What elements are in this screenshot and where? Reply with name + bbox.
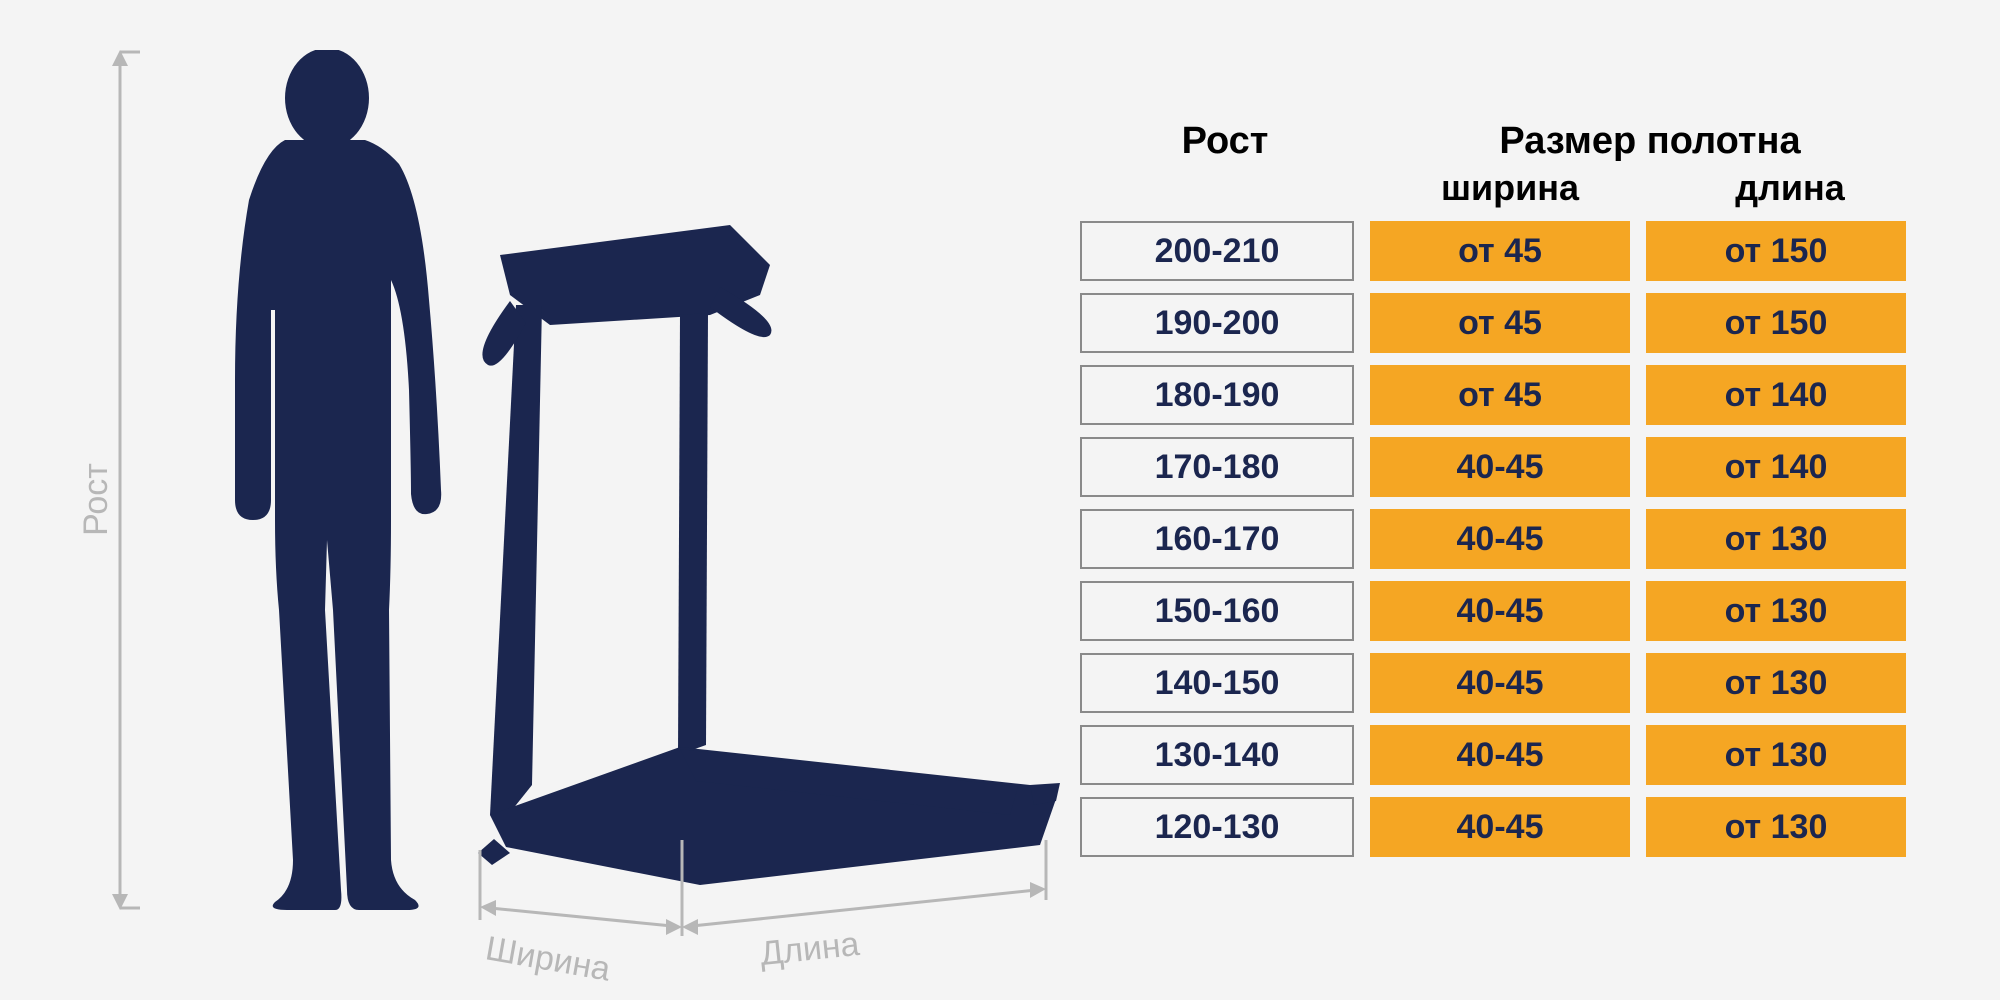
cell-width: от 45: [1370, 365, 1630, 425]
table-row: 170-180 40-45 от 140: [1080, 437, 1930, 497]
cell-height: 120-130: [1080, 797, 1354, 857]
table-header-belt-group: Размер полотна ширина длина: [1370, 110, 1930, 215]
diagram-area: Рост: [70, 50, 1020, 950]
cell-length: от 150: [1646, 293, 1906, 353]
table-header-belt-length: длина: [1650, 167, 1930, 215]
sizing-table: Рост Размер полотна ширина длина 200-210…: [1080, 110, 1930, 869]
cell-height: 140-150: [1080, 653, 1354, 713]
cell-length: от 130: [1646, 725, 1906, 785]
table-header-belt: Размер полотна: [1370, 110, 1930, 167]
table-row: 140-150 40-45 от 130: [1080, 653, 1930, 713]
cell-height: 160-170: [1080, 509, 1354, 569]
cell-length: от 130: [1646, 509, 1906, 569]
cell-width: 40-45: [1370, 797, 1630, 857]
table-row: 150-160 40-45 от 130: [1080, 581, 1930, 641]
table-row: 190-200 от 45 от 150: [1080, 293, 1930, 353]
cell-length: от 130: [1646, 581, 1906, 641]
cell-width: 40-45: [1370, 725, 1630, 785]
cell-length: от 140: [1646, 437, 1906, 497]
cell-height: 170-180: [1080, 437, 1354, 497]
cell-height: 200-210: [1080, 221, 1354, 281]
cell-height: 190-200: [1080, 293, 1354, 353]
cell-height: 180-190: [1080, 365, 1354, 425]
table-row: 160-170 40-45 от 130: [1080, 509, 1930, 569]
cell-width: 40-45: [1370, 653, 1630, 713]
person-silhouette-icon: [175, 50, 465, 910]
cell-width: 40-45: [1370, 437, 1630, 497]
table-row: 200-210 от 45 от 150: [1080, 221, 1930, 281]
cell-width: от 45: [1370, 293, 1630, 353]
cell-length: от 130: [1646, 797, 1906, 857]
treadmill-silhouette-icon: [470, 225, 1060, 905]
cell-width: 40-45: [1370, 509, 1630, 569]
cell-length: от 140: [1646, 365, 1906, 425]
table-row: 130-140 40-45 от 130: [1080, 725, 1930, 785]
table-header-belt-width: ширина: [1370, 167, 1650, 215]
cell-height: 150-160: [1080, 581, 1354, 641]
height-dimension-label: Рост: [77, 463, 116, 536]
cell-width: от 45: [1370, 221, 1630, 281]
table-header-row: Рост Размер полотна ширина длина: [1080, 110, 1930, 215]
cell-length: от 130: [1646, 653, 1906, 713]
table-body: 200-210 от 45 от 150 190-200 от 45 от 150 180-…: [1080, 221, 1930, 857]
cell-width: 40-45: [1370, 581, 1630, 641]
cell-length: от 150: [1646, 221, 1906, 281]
table-row: 120-130 40-45 от 130: [1080, 797, 1930, 857]
cell-height: 130-140: [1080, 725, 1354, 785]
table-header-height: Рост: [1080, 110, 1370, 215]
table-row: 180-190 от 45 от 140: [1080, 365, 1930, 425]
